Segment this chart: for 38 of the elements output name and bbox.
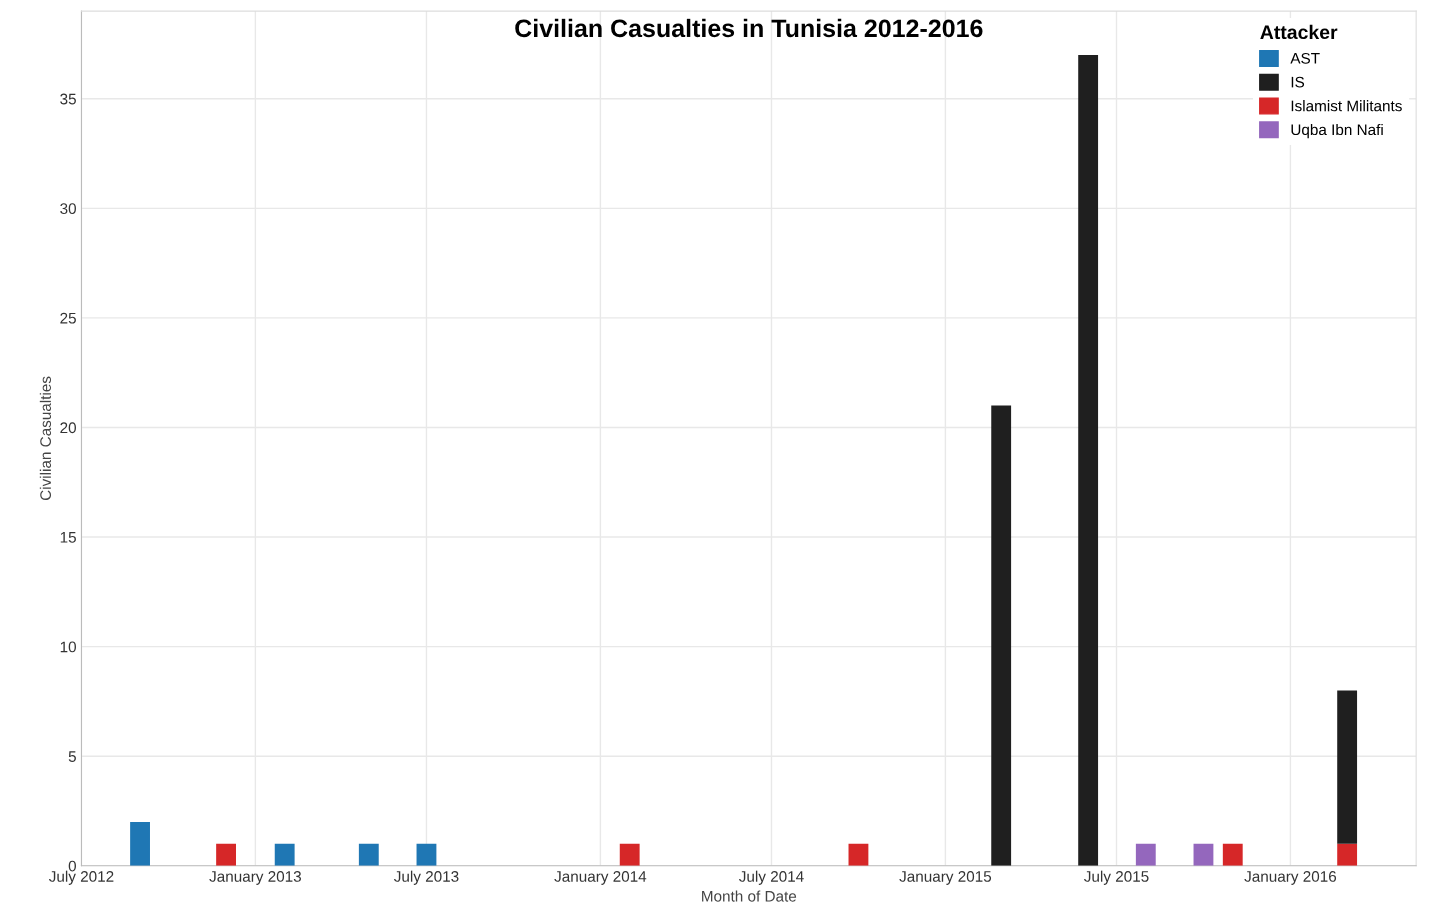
bar — [216, 843, 236, 866]
y-tick-label: 15 — [60, 532, 76, 543]
bar — [1337, 843, 1358, 866]
bar — [274, 843, 295, 866]
bar — [619, 843, 640, 866]
bar — [1078, 54, 1099, 866]
x-tick-label: January 2013 — [209, 871, 301, 885]
x-tick-label: July 2013 — [394, 870, 459, 885]
bar — [1135, 843, 1156, 866]
y-tick-label: 30 — [60, 203, 76, 215]
chart-title: Civilian Casualties in Tunisia 2012-2016 — [515, 18, 983, 38]
y-tick-label: 0 — [68, 860, 76, 872]
bar — [1193, 843, 1214, 866]
legend-label: IS — [1291, 76, 1305, 88]
legend-label: Uqba Ibn Nafi — [1291, 123, 1383, 139]
y-tick-label: 35 — [60, 93, 76, 105]
bar — [130, 821, 150, 866]
x-tick-label: July 2015 — [1084, 870, 1149, 885]
x-tick-label: January 2015 — [899, 871, 992, 885]
bar — [848, 843, 869, 866]
bar — [1222, 843, 1243, 866]
x-tick-label: January 2014 — [554, 871, 647, 885]
bar — [416, 843, 437, 866]
legend-label: Islamist Militants — [1291, 100, 1402, 112]
y-axis-title: Civilian Casualties — [39, 376, 52, 501]
y-tick-label: 25 — [60, 312, 76, 324]
bar — [1337, 690, 1358, 844]
y-tick-label: 5 — [68, 751, 76, 762]
legend-title: Attacker — [1260, 24, 1338, 40]
x-axis-title: Month of Date — [702, 890, 797, 902]
y-tick-label: 20 — [60, 422, 76, 434]
bar — [991, 405, 1012, 866]
bar — [358, 843, 379, 866]
y-tick-label: 10 — [60, 641, 76, 653]
x-tick-label: July 2014 — [739, 870, 804, 885]
x-tick-label: July 2012 — [48, 870, 114, 885]
legend-label: AST — [1290, 52, 1320, 64]
x-tick-label: January 2016 — [1244, 871, 1337, 885]
